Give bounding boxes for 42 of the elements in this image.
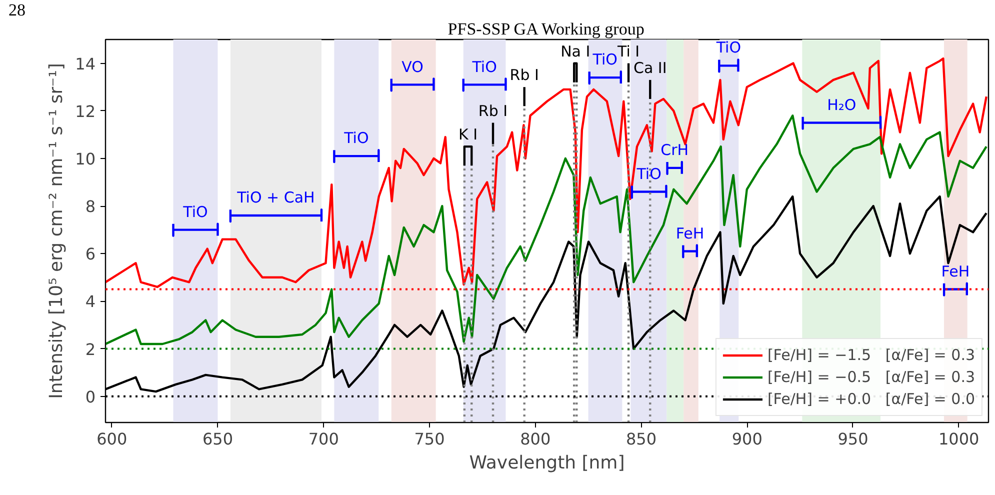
x-tick-label: 750 — [414, 430, 445, 448]
y-tick-label: 0 — [85, 387, 96, 406]
series-label: CrH — [660, 141, 689, 160]
series-label: TiO — [592, 50, 618, 69]
series-label: Ti I — [616, 42, 640, 60]
x-tick-label: 900 — [732, 430, 762, 448]
y-tick-label: 14 — [75, 54, 96, 74]
series-label: FeH — [941, 262, 970, 280]
series-label: H₂O — [827, 96, 856, 114]
legend-label: [Fe/H] = −1.5 [α/Fe] = 0.3 — [767, 346, 975, 364]
text: PFS-SSP GA Working group — [448, 20, 644, 38]
series-label: TiO — [471, 58, 497, 76]
y-tick-label: 12 — [75, 102, 96, 121]
series-label: TiO + CaH — [236, 188, 315, 207]
legend-label: [Fe/H] = −0.5 [α/Fe] = 0.3 — [767, 368, 975, 386]
x-tick-label: 950 — [838, 430, 868, 448]
series-label: Na I — [560, 42, 590, 60]
series-label: K I — [458, 126, 478, 144]
x-tick-label: 850 — [626, 430, 657, 448]
y-axis-title: Intensity [10⁵ erg cm⁻² nm⁻¹ s⁻¹ sr⁻¹] — [46, 63, 68, 399]
y-tick-label: 8 — [85, 197, 96, 216]
x-axis-title: Wavelength [nm] — [469, 452, 625, 474]
series-label: TiO — [182, 202, 208, 221]
x-tick-label: 650 — [202, 430, 234, 448]
text: 28 — [8, 0, 26, 20]
y-tick-label: 10 — [75, 149, 96, 168]
series-label: VO — [402, 58, 424, 76]
series-label: TiO — [715, 38, 742, 57]
x-tick-label: 800 — [520, 430, 551, 448]
series-label: TiO — [343, 129, 369, 148]
series-label: Rb I — [478, 102, 508, 120]
series-label: TiO — [636, 164, 662, 183]
y-tick-label: 2 — [85, 340, 96, 359]
series-label: Rb I — [510, 66, 539, 84]
x-tick-label: 700 — [308, 430, 339, 448]
series-label: Ca II — [633, 58, 667, 77]
legend-label: [Fe/H] = +0.0 [α/Fe] = 0.0 — [767, 390, 975, 408]
y-tick-label: 6 — [85, 244, 96, 264]
series-label: FeH — [676, 224, 704, 242]
y-tick-label: 4 — [85, 292, 96, 312]
x-tick-label: 1000 — [938, 430, 980, 448]
x-tick-label: 600 — [96, 430, 128, 448]
